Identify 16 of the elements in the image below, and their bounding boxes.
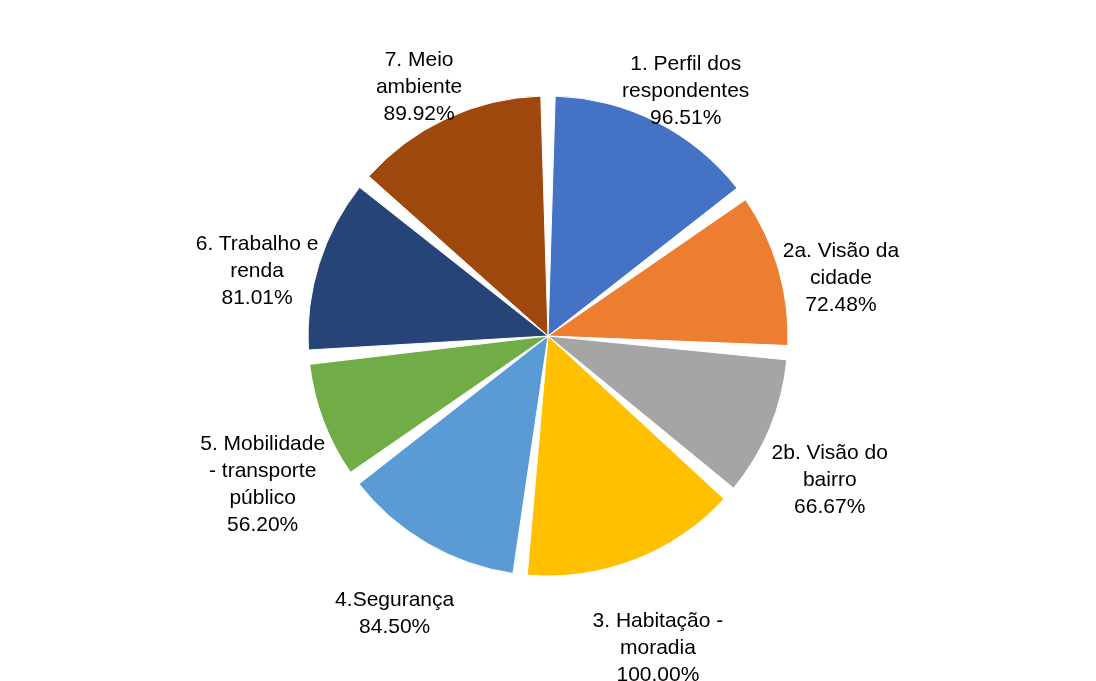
slice-label: 4.Segurança	[335, 586, 455, 610]
data-label: 81.01%	[221, 285, 293, 309]
data-label: 84.50%	[359, 613, 431, 637]
slice-label: 6. Trabalho e renda	[195, 231, 319, 282]
slice-label: 3. Habitação - moradia	[592, 607, 724, 658]
data-label: 66.67%	[794, 493, 866, 517]
slice-label: 2a. Visão da cidade	[782, 238, 900, 289]
data-label: 56.20%	[227, 511, 299, 535]
slice-label: 1. Perfil dos respondentes	[622, 50, 750, 101]
data-label: 72.48%	[805, 292, 877, 316]
data-label: 89.92%	[383, 100, 455, 124]
slice-label: 2b. Visão do bairro	[771, 439, 888, 490]
slice-label: 5. Mobilidade - transporte público	[200, 430, 326, 508]
data-label: 96.51%	[650, 104, 722, 128]
data-label: 100.00%	[616, 661, 700, 681]
slice-label: 7. Meio ambiente	[375, 46, 463, 97]
